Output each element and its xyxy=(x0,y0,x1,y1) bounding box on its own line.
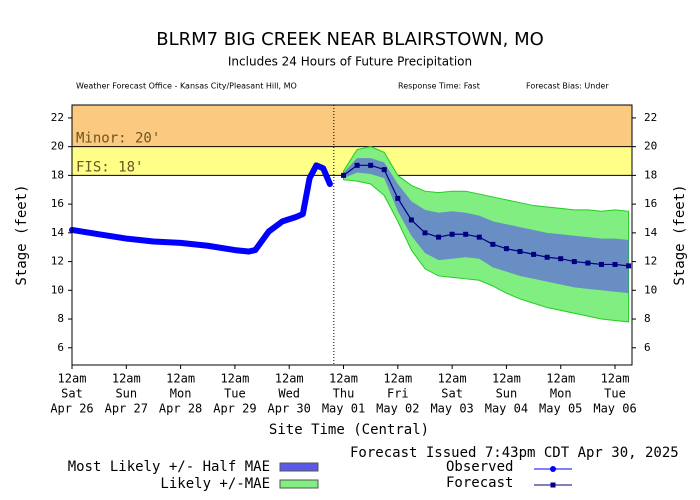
y-tick-label: 8 xyxy=(644,312,651,325)
info: Forecast Bias: Under xyxy=(526,82,609,91)
legend-swatch xyxy=(279,479,319,489)
x-tick-label: Apr 30 xyxy=(268,402,311,416)
series-line xyxy=(69,162,333,255)
legend-label: Observed xyxy=(446,459,513,475)
series-line xyxy=(342,164,630,267)
error-band xyxy=(343,158,629,294)
y-tick-label: 14 xyxy=(51,226,65,239)
y-tick-label: 14 xyxy=(644,226,658,239)
forecast-point xyxy=(585,260,591,266)
y-tick-label: 12 xyxy=(51,255,64,268)
legend-label: Likely +/-MAE xyxy=(160,476,270,492)
y-tick-label: 22 xyxy=(644,111,657,124)
forecast-point xyxy=(503,246,509,252)
legend-swatch xyxy=(279,462,319,472)
forecast-point xyxy=(517,249,523,255)
forecast-point xyxy=(490,241,496,247)
x-tick-label: 12am xyxy=(275,372,304,386)
forecast-point xyxy=(408,217,414,223)
y-tick-label: 12 xyxy=(644,255,657,268)
x-tick-label: May 01 xyxy=(322,402,365,416)
forecast-point xyxy=(422,230,428,236)
x-tick-label: May 05 xyxy=(539,402,582,416)
x-tick-label: May 03 xyxy=(430,402,473,416)
x-tick-label: Sat xyxy=(61,387,83,401)
y-tick-label: 10 xyxy=(644,283,657,296)
y-tick-label: 8 xyxy=(57,312,64,325)
x-tick-label: May 02 xyxy=(376,402,419,416)
plot-frame xyxy=(71,104,633,366)
forecast-point xyxy=(463,231,469,237)
forecast-point xyxy=(436,234,442,240)
y-tick-label: 20 xyxy=(51,140,64,153)
y-tick-label: 22 xyxy=(51,111,64,124)
x-tick-label: Apr 29 xyxy=(213,402,256,416)
y-tick-label: 10 xyxy=(51,283,64,296)
legend-marker xyxy=(550,482,556,488)
x-tick-label: Wed xyxy=(278,387,300,401)
y-tick-label: 18 xyxy=(51,168,64,181)
x-tick-label: 12am xyxy=(329,372,358,386)
forecast-point xyxy=(368,162,374,168)
y-axis-label: Stage (feet) xyxy=(14,184,30,285)
forecast-point xyxy=(626,263,632,269)
forecast-point xyxy=(571,259,577,265)
y-tick-label: 16 xyxy=(644,197,657,210)
x-tick-label: 12am xyxy=(383,372,412,386)
x-tick-label: Thu xyxy=(333,387,355,401)
threshold-label: FIS: 18' xyxy=(76,159,143,175)
x-tick-label: Mon xyxy=(550,387,572,401)
forecast-point xyxy=(598,261,604,267)
forecast-point xyxy=(354,162,360,168)
x-tick-label: 12am xyxy=(601,372,630,386)
threshold-label: Minor: 20' xyxy=(76,131,160,147)
x-tick-label: 12am xyxy=(166,372,195,386)
forecast-point xyxy=(612,261,618,267)
x-tick-label: 12am xyxy=(220,372,249,386)
x-tick-label: 12am xyxy=(438,372,467,386)
info: Weather Forecast Office - Kansas City/Pl… xyxy=(76,82,297,91)
y-axis-label: Stage (feet) xyxy=(672,184,688,285)
info: Response Time: Fast xyxy=(398,82,480,91)
forecast-point xyxy=(558,256,564,262)
forecast-point xyxy=(531,251,537,257)
subtitle: Includes 24 Hours of Future Precipitatio… xyxy=(228,55,472,69)
forecast-point xyxy=(381,167,387,173)
x-tick-label: 12am xyxy=(112,372,141,386)
x-tick-label: May 04 xyxy=(485,402,528,416)
x-tick-label: 12am xyxy=(58,372,87,386)
x-tick-label: Apr 26 xyxy=(50,402,93,416)
forecast-point xyxy=(341,172,347,178)
y-tick-label: 18 xyxy=(644,168,657,181)
y-tick-label: 16 xyxy=(51,197,64,210)
x-tick-label: Sun xyxy=(496,387,518,401)
chart-title: BLRM7 BIG CREEK NEAR BLAIRSTOWN, MO xyxy=(156,29,544,50)
forecast-point xyxy=(544,254,550,260)
x-tick-label: Fri xyxy=(387,387,409,401)
legend-label: Forecast xyxy=(446,475,513,491)
x-tick-label: Apr 27 xyxy=(105,402,148,416)
flood-zone xyxy=(72,105,632,147)
x-tick-label: May 06 xyxy=(593,402,636,416)
forecast-point xyxy=(476,234,482,240)
y-tick-label: 20 xyxy=(644,140,657,153)
x-tick-label: Mon xyxy=(170,387,192,401)
forecast-point xyxy=(395,195,401,201)
forecast-point xyxy=(449,231,455,237)
legend-marker xyxy=(550,466,556,472)
x-axis-label: Site Time (Central) xyxy=(269,422,429,438)
y-tick-label: 6 xyxy=(57,341,64,354)
x-tick-label: 12am xyxy=(492,372,521,386)
y-tick-label: 6 xyxy=(644,341,651,354)
x-tick-label: Tue xyxy=(224,387,246,401)
x-tick-label: Sat xyxy=(441,387,463,401)
issued: Forecast Issued 7:43pm CDT Apr 30, 2025 xyxy=(350,445,679,461)
x-tick-label: Sun xyxy=(115,387,137,401)
x-tick-label: Apr 28 xyxy=(159,402,202,416)
legend-label: Most Likely +/- Half MAE xyxy=(68,459,270,475)
x-tick-label: Tue xyxy=(604,387,626,401)
x-tick-label: 12am xyxy=(546,372,575,386)
